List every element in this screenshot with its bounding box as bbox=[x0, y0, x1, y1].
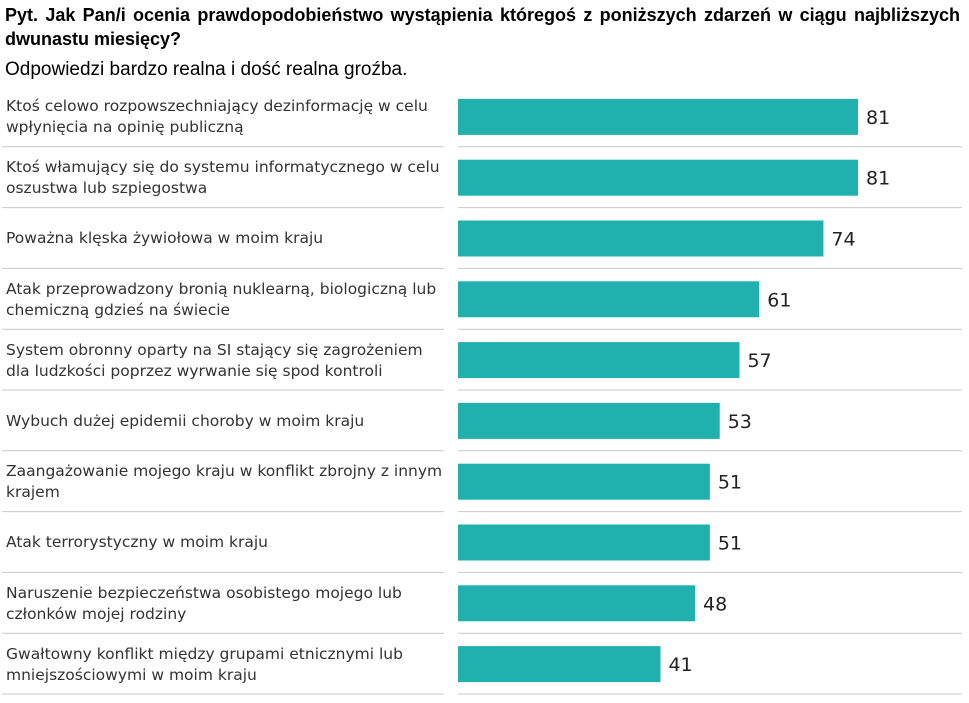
bar-value-label: 51 bbox=[718, 533, 742, 555]
category-label: Ktoś włamujący się do systemu informatyc… bbox=[6, 158, 440, 198]
bar bbox=[458, 463, 710, 500]
bar bbox=[458, 646, 661, 683]
bar-value-label: 81 bbox=[866, 107, 890, 129]
category-label: Gwałtowny konflikt między grupami etnicz… bbox=[6, 644, 403, 684]
bar-value-label: 53 bbox=[728, 411, 752, 433]
bar-value-label: 41 bbox=[668, 654, 692, 676]
bar-value-label: 81 bbox=[866, 168, 890, 190]
bar bbox=[458, 220, 824, 257]
chart-question: Pyt. Jak Pan/i ocenia prawdopodobieństwo… bbox=[5, 5, 960, 49]
category-label: Ktoś celowo rozpowszechniający dezinform… bbox=[6, 97, 428, 137]
bar-value-label: 61 bbox=[767, 289, 791, 311]
chart-subtitle: Odpowiedzi bardzo realna i dość realna g… bbox=[5, 59, 408, 80]
category-label: Zaangażowanie mojego kraju w konflikt zb… bbox=[6, 462, 443, 502]
bar-value-label: 48 bbox=[703, 593, 727, 615]
bar bbox=[458, 281, 760, 318]
bar bbox=[458, 402, 720, 439]
bar-value-label: 74 bbox=[831, 229, 855, 251]
category-label: Atak terrorystyczny w moim kraju bbox=[6, 533, 268, 552]
bar bbox=[458, 98, 858, 135]
category-label: System obronny oparty na SI stający się … bbox=[6, 340, 423, 380]
bar bbox=[458, 159, 858, 196]
bar-value-label: 51 bbox=[718, 472, 742, 494]
category-label: Poważna klęska żywiołowa w moim kraju bbox=[6, 229, 324, 248]
category-label: Naruszenie bezpieczeństwa osobistego moj… bbox=[6, 583, 402, 623]
bar bbox=[458, 524, 710, 561]
bar bbox=[458, 585, 696, 622]
bar bbox=[458, 342, 740, 379]
category-label: Wybuch dużej epidemii choroby w moim kra… bbox=[6, 411, 365, 430]
category-label: Atak przeprowadzony bronią nuklearną, bi… bbox=[6, 279, 437, 319]
bar-value-label: 57 bbox=[747, 350, 771, 372]
